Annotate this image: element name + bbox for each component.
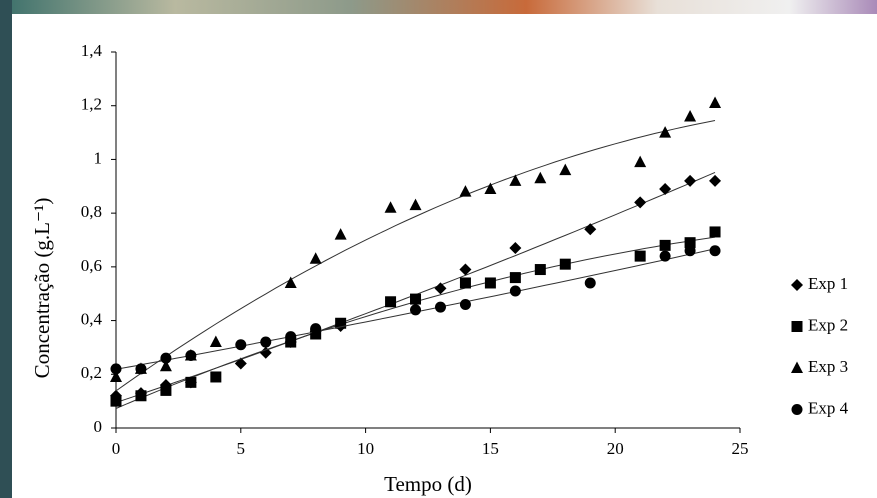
- triangle-marker: [209, 335, 222, 348]
- square-marker: [160, 384, 172, 396]
- y-tick-label: 1,4: [81, 41, 103, 60]
- y-axis-title: Concentração (g.L⁻¹): [30, 198, 54, 379]
- circle-marker: [659, 250, 671, 262]
- triangle-marker: [709, 96, 722, 109]
- x-tick-label: 5: [237, 439, 246, 458]
- triangle-marker: [659, 126, 672, 138]
- square-marker: [385, 296, 397, 308]
- legend-label: Exp 1: [808, 274, 848, 293]
- triangle-marker: [159, 359, 172, 372]
- triangle-marker: [309, 252, 322, 264]
- y-tick-label: 1: [94, 148, 103, 167]
- circle-marker: [285, 331, 297, 343]
- side-decoration: [0, 0, 12, 498]
- triangle-marker: [284, 276, 297, 288]
- square-marker: [684, 237, 696, 249]
- y-tick-label: 0,4: [81, 309, 103, 328]
- square-marker: [791, 321, 803, 332]
- triangle-marker: [534, 171, 547, 184]
- circle-marker: [791, 404, 803, 415]
- circle-marker: [135, 363, 147, 375]
- y-tick-label: 0: [94, 417, 103, 436]
- square-marker: [559, 258, 571, 270]
- square-marker: [634, 250, 646, 262]
- diamond-marker: [791, 279, 803, 291]
- circle-marker: [260, 336, 272, 348]
- triangle-marker: [634, 155, 647, 168]
- square-marker: [410, 293, 422, 305]
- circle-marker: [509, 285, 521, 297]
- triangle-marker: [559, 163, 572, 176]
- circle-marker: [235, 339, 247, 351]
- legend-label: Exp 2: [808, 315, 848, 334]
- diamond-marker: [709, 174, 722, 187]
- y-tick-label: 0,2: [81, 363, 102, 382]
- square-marker: [534, 264, 546, 276]
- diamond-marker: [509, 242, 522, 255]
- x-tick-label: 15: [482, 439, 499, 458]
- square-marker: [484, 277, 496, 289]
- x-axis-title: Tempo (d): [384, 472, 472, 496]
- x-tick-label: 20: [607, 439, 624, 458]
- legend-label: Exp 4: [808, 398, 849, 417]
- x-tick-label: 25: [732, 439, 749, 458]
- diamond-marker: [584, 223, 597, 236]
- triangle-marker: [384, 201, 397, 213]
- circle-marker: [185, 349, 197, 361]
- y-tick-label: 0,6: [81, 256, 102, 275]
- circle-marker: [584, 277, 596, 289]
- triangle-marker: [110, 370, 122, 382]
- circle-marker: [709, 245, 721, 257]
- diamond-marker: [684, 174, 697, 187]
- square-marker: [509, 272, 521, 284]
- circle-marker: [684, 245, 696, 257]
- square-marker: [110, 395, 122, 407]
- trend-curve: [115, 236, 716, 409]
- square-marker: [709, 226, 721, 238]
- square-marker: [210, 371, 222, 383]
- circle-marker: [310, 323, 322, 335]
- triangle-marker: [459, 185, 472, 197]
- legend-label: Exp 3: [808, 357, 848, 376]
- x-tick-label: 10: [357, 439, 374, 458]
- square-marker: [459, 277, 471, 289]
- diamond-marker: [234, 357, 247, 370]
- triangle-marker: [791, 361, 803, 373]
- circle-marker: [410, 304, 422, 316]
- x-tick-label: 0: [112, 439, 121, 458]
- square-marker: [335, 317, 347, 329]
- circle-marker: [110, 363, 122, 375]
- diamond-marker: [634, 196, 647, 209]
- square-marker: [135, 390, 147, 402]
- banner-decoration: [0, 0, 877, 14]
- square-marker: [185, 376, 197, 388]
- triangle-marker: [684, 109, 697, 122]
- diamond-marker: [259, 346, 272, 359]
- y-tick-label: 1,2: [81, 95, 102, 114]
- circle-marker: [459, 298, 471, 310]
- trend-curve: [115, 120, 716, 392]
- y-tick-label: 0,8: [81, 202, 102, 221]
- circle-marker: [434, 301, 446, 313]
- diamond-marker: [434, 282, 447, 295]
- diamond-marker: [659, 182, 672, 195]
- square-marker: [659, 239, 671, 251]
- circle-marker: [160, 352, 172, 364]
- triangle-marker: [484, 182, 497, 194]
- triangle-marker: [409, 198, 422, 211]
- triangle-marker: [509, 174, 522, 186]
- diamond-marker: [459, 263, 472, 276]
- triangle-marker: [334, 228, 347, 240]
